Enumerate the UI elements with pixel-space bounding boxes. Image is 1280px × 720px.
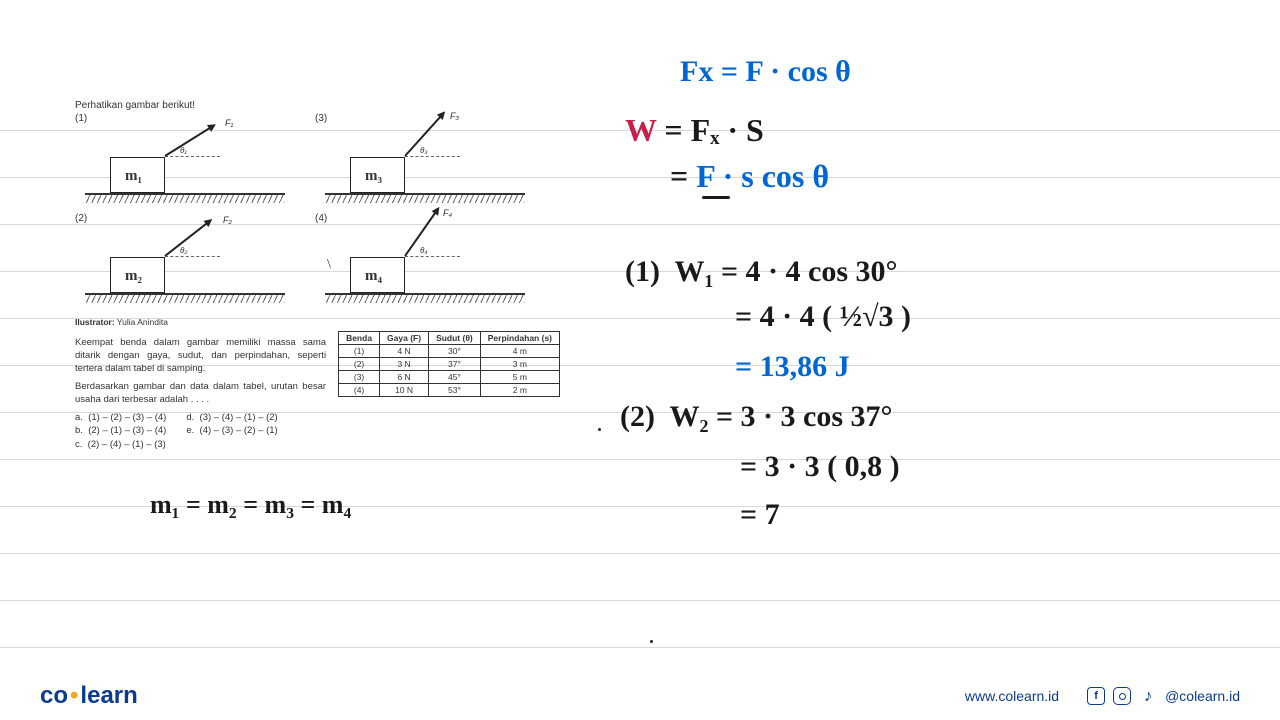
diagram-4: (4) m₄ θ₄ F₄ \ [315,213,555,313]
hw-calc2-line3: = 7 [740,498,780,532]
hw-underline-f [702,196,730,199]
option-c: c. (2) – (4) – (1) – (3) [75,438,166,451]
hw-calc2-line1: (2) W₂ = 3 · 3 cos 37° [620,400,893,434]
option-d: d. (3) – (4) – (1) – (2) [186,411,277,424]
table-row: (3)6 N45°5 m [339,371,560,384]
problem-paragraph-2: Berdasarkan gambar dan data dalam tabel,… [75,381,326,407]
diagram-row-2: (2) m₂ θ₂ F₂ (4) m₄ θ₄ F₄ \ [75,213,560,313]
instruction-text: Perhatikan gambar berikut! [75,100,560,111]
hw-calc1-line1: (1) W₁ = 4 · 4 cos 30° [625,255,898,289]
diagram-3: (3) m₃ θ₃ F₃ [315,113,555,213]
instagram-icon [1113,687,1131,705]
option-e: e. (4) – (3) – (2) – (1) [186,424,277,437]
diagram-row-1: (1) m₁ θ₁ F₁ (3) m₃ θ₃ F₃ [75,113,560,213]
hw-calc2-line2: = 3 · 3 ( 0,8 ) [740,450,900,484]
diagram-1: (1) m₁ θ₁ F₁ [75,113,315,213]
table-header-row: Benda Gaya (F) Sudut (θ) Perpindahan (s) [339,332,560,345]
facebook-icon: f [1087,687,1105,705]
hw-eq-w2: = F · s cos θ [670,158,829,195]
hw-calc1-line3: = 13,86 J [735,350,850,384]
social-links: f ♪ @colearn.id [1087,687,1240,705]
table-row: (1)4 N30°4 m [339,345,560,358]
illustrator-credit: Ilustrator: Yulia Anindita [75,317,560,327]
data-table: Benda Gaya (F) Sudut (θ) Perpindahan (s)… [338,331,560,397]
brand-logo: co•learn [40,682,138,710]
tiktok-icon: ♪ [1139,687,1157,705]
social-handle: @colearn.id [1165,688,1240,704]
table-row: (4)10 N53°2 m [339,384,560,397]
problem-figure: Perhatikan gambar berikut! (1) m₁ θ₁ F₁ … [75,100,560,451]
hw-masses-equal: m₁ = m₂ = m₃ = m₄ [150,490,351,520]
hw-eq-fx: Fx = F · cos θ [680,55,851,89]
problem-paragraph-1: Keempat benda dalam gambar memiliki mass… [75,337,326,375]
hw-eq-w1: W = Fₓ · S [625,112,764,149]
answer-options: a. (1) – (2) – (3) – (4) b. (2) – (1) – … [75,411,560,451]
footer: co•learn www.colearn.id f ♪ @colearn.id [0,672,1280,720]
option-a: a. (1) – (2) – (3) – (4) [75,411,166,424]
footer-url: www.colearn.id [965,688,1059,704]
table-row: (2)3 N37°3 m [339,358,560,371]
logo-dot-icon: • [68,682,80,709]
option-b: b. (2) – (1) – (3) – (4) [75,424,166,437]
hw-calc1-line2: = 4 · 4 ( ½√3 ) [735,300,911,334]
diagram-2: (2) m₂ θ₂ F₂ [75,213,315,313]
stray-dot [598,428,601,431]
stray-dot [650,640,653,643]
